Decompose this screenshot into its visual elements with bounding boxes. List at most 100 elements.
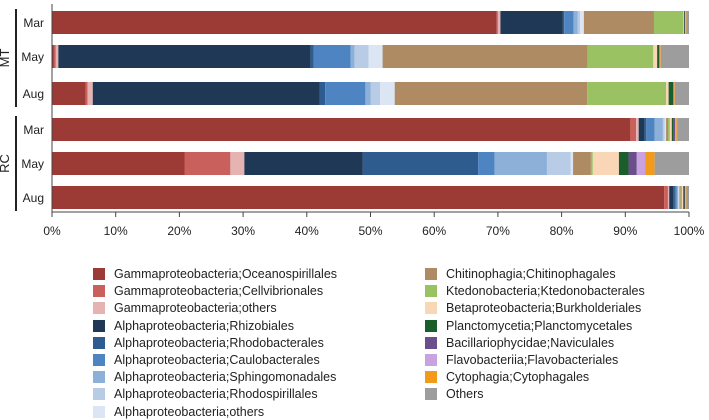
bar-segment (562, 11, 565, 34)
bar-segment (354, 45, 369, 68)
bar-segment (53, 45, 56, 68)
y-tick-label: May (21, 50, 44, 64)
bar-segment (674, 186, 677, 209)
bar-segment (52, 45, 54, 68)
legend-item: Alphaproteobacteria;Caulobacterales (93, 352, 320, 368)
legend-swatch (93, 285, 105, 298)
bar-segment (362, 152, 479, 175)
legend-label: Cytophagia;Cytophagales (446, 370, 590, 385)
bar-segment (310, 45, 314, 68)
bar-segment (587, 82, 667, 105)
legend-swatch (425, 302, 437, 315)
bar-segment (52, 11, 497, 34)
bar-segment (230, 152, 245, 175)
bar-segment (58, 45, 311, 68)
bar-segment (496, 11, 498, 34)
bar-segment (370, 82, 381, 105)
legend-label: Bacillariophycidae;Naviculales (446, 335, 615, 350)
legend-swatch (93, 354, 105, 366)
bar-segment (592, 152, 619, 175)
bar-segment (671, 118, 674, 141)
bar-segment (681, 186, 684, 209)
bar-segment (669, 186, 674, 209)
bar-segment (662, 118, 665, 141)
bar-segment (644, 118, 647, 141)
legend-label: Gammaproteobacteria;Oceanospirillales (114, 267, 338, 281)
legend-swatch (93, 302, 105, 315)
bar-segment (368, 45, 383, 68)
bar-segment (659, 45, 661, 68)
legend-label: Alphaproteobacteria;Rhodobacterales (114, 335, 324, 350)
bar-segment (673, 118, 675, 141)
bar-segment (674, 118, 677, 141)
legend-label: Gammaproteobacteria;Cellvibrionales (114, 284, 324, 299)
x-tick-label: 100% (674, 224, 705, 238)
bar-segment (573, 152, 591, 175)
x-tick-label: 80% (550, 224, 574, 238)
legend-swatch (93, 371, 105, 384)
bar-segment (685, 11, 686, 34)
bar-segment (350, 45, 355, 68)
legend-label: Alphaproteobacteria;Rhodospirillales (114, 387, 318, 402)
bar-segment (676, 118, 678, 141)
bar-segment (684, 11, 686, 34)
y-tick-label: Aug (23, 191, 44, 205)
legend-swatch (93, 336, 105, 349)
bar-segment (683, 186, 685, 209)
bar-segment (653, 11, 684, 34)
bar-segment (653, 45, 658, 68)
y-tick-label: Mar (23, 16, 44, 30)
bar-segment (587, 45, 654, 68)
legend-item: Alphaproteobacteria;Sphingomonadales (93, 369, 336, 385)
legend-swatch (425, 285, 437, 298)
x-tick-label: 50% (358, 224, 382, 238)
bar-segment (494, 152, 547, 175)
bar-segment (52, 118, 631, 141)
legend-swatch (425, 354, 437, 366)
legend-swatch (425, 319, 437, 332)
bar-segment (657, 45, 660, 68)
bar-segment (636, 152, 646, 175)
y-tick-label: May (21, 157, 44, 171)
bar-segment (52, 82, 86, 105)
bar-segment (580, 11, 584, 34)
x-tick-label: 70% (486, 224, 510, 238)
legend-item: Chitinophagia;Chitinophagales (425, 266, 616, 282)
x-tick-label: 60% (422, 224, 446, 238)
bar-segment (577, 11, 581, 34)
legend-item: Planctomycetia;Planctomycetales (425, 318, 632, 334)
bar-segment (394, 82, 588, 105)
bar-segment (546, 152, 571, 175)
legend-label: Alphaproteobacteria;Rhizobiales (114, 318, 294, 333)
bar-segment (628, 152, 637, 175)
legend-label: Alphaproteobacteria;Caulobacterales (114, 353, 320, 367)
bar-segment (85, 82, 88, 105)
x-tick-label: 30% (231, 224, 255, 238)
legend-item: Betaproteobacteria;Burkholderiales (425, 300, 641, 316)
bar-segment (678, 186, 680, 209)
legend-label: Gammaproteobacteria;others (114, 301, 277, 316)
legend-label: Planctomycetia;Planctomycetales (446, 318, 633, 333)
bar-segment (52, 152, 185, 175)
bar-segment (325, 82, 366, 105)
legend-swatch (425, 388, 437, 401)
legend-swatch (93, 388, 105, 401)
legend-label: Flavobacteriia;Flavobacteriales (446, 353, 619, 367)
bar-segment (645, 152, 655, 175)
x-tick-label: 90% (613, 224, 637, 238)
bar-segment (664, 118, 667, 141)
bar-segment (184, 152, 231, 175)
legend-item: Bacillariophycidae;Naviculales (425, 335, 614, 351)
bar-segment (660, 45, 689, 68)
legend-swatch (93, 405, 105, 418)
bar-segment (683, 11, 685, 34)
bar-segment (382, 45, 588, 68)
bar-segment (590, 152, 593, 175)
bar-segment (674, 82, 675, 105)
bar-segment (244, 152, 363, 175)
bar-segment (685, 186, 687, 209)
x-tick-label: 20% (167, 224, 191, 238)
bar-segment (666, 82, 669, 105)
